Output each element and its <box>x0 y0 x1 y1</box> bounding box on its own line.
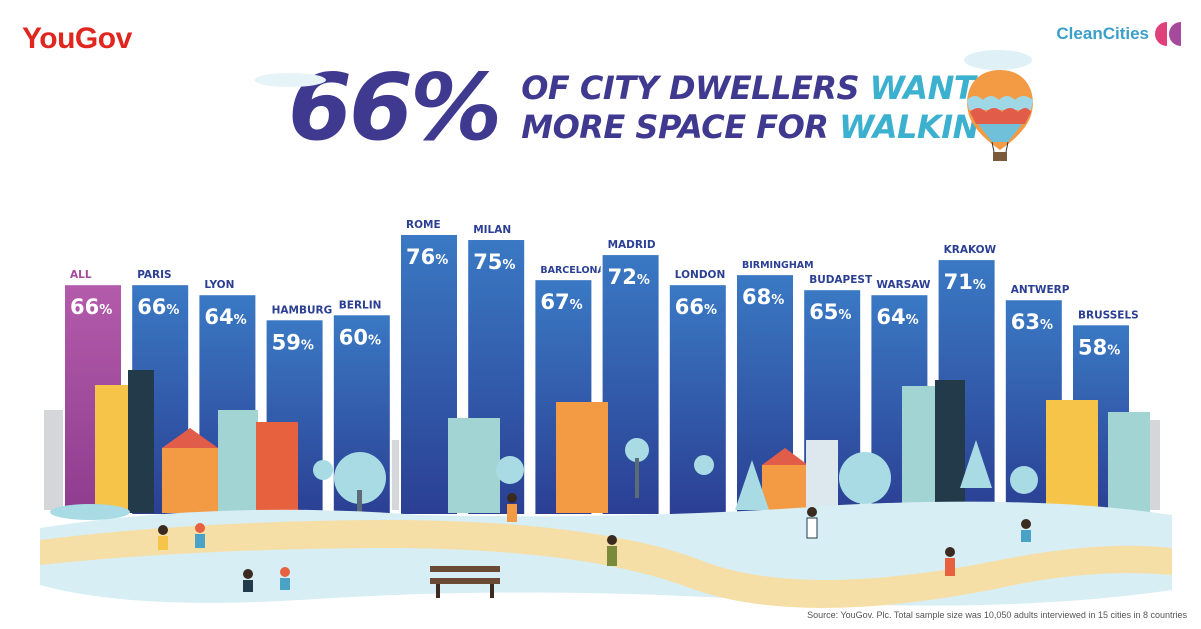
category-label: BARCELONA <box>540 265 605 276</box>
category-label: LONDON <box>675 269 725 281</box>
value-label: 60% <box>339 325 381 349</box>
value-label: 75% <box>473 250 515 274</box>
category-label: MADRID <box>608 239 656 251</box>
source-note: Source: YouGov. Plc. Total sample size w… <box>807 610 1187 620</box>
park-bench-icon <box>430 566 500 598</box>
value-label: 63% <box>1011 310 1053 334</box>
hot-air-balloon-icon <box>964 50 1033 161</box>
category-label: KRAKOW <box>944 244 997 256</box>
value-label: 68% <box>742 285 784 309</box>
category-label: PARIS <box>137 269 171 281</box>
category-label: ALL <box>70 269 92 281</box>
headline-percentage: 66% <box>288 54 502 161</box>
value-label: 65% <box>809 300 851 324</box>
bar-london <box>667 283 728 516</box>
bar-madrid <box>600 253 661 516</box>
category-label: BRUSSELS <box>1078 309 1139 321</box>
value-label: 66% <box>675 295 717 319</box>
value-label: 58% <box>1078 335 1120 359</box>
category-label: HAMBURG <box>272 304 333 316</box>
category-label: BIRMINGHAM <box>742 260 814 271</box>
headline-line-2: MORE SPACE FOR WALKING <box>521 108 1005 146</box>
park-ground <box>40 501 1172 608</box>
category-label: ROME <box>406 219 441 231</box>
park-people-icons <box>158 493 1031 592</box>
value-label: 76% <box>406 245 448 269</box>
category-label: WARSAW <box>876 279 931 291</box>
trees <box>313 438 1038 518</box>
category-label: MILAN <box>473 224 511 236</box>
value-label: 64% <box>204 305 246 329</box>
headline: 66% OF CITY DWELLERS WANT MORE SPACE FOR… <box>288 62 1005 154</box>
category-label: ANTWERP <box>1011 284 1070 296</box>
headline-line-1: OF CITY DWELLERS WANT <box>521 68 976 107</box>
value-label: 64% <box>876 305 918 329</box>
value-label: 66% <box>137 295 179 319</box>
yougov-logo: YouGov <box>22 22 132 55</box>
city-buildings <box>95 370 1150 513</box>
value-label: 59% <box>272 330 314 354</box>
cleancities-logo: CleanCities <box>1056 20 1183 48</box>
category-label: BUDAPEST <box>809 274 873 286</box>
category-label: LYON <box>204 279 234 291</box>
category-label: BERLIN <box>339 299 382 311</box>
value-label: 66% <box>70 295 112 319</box>
value-label: 67% <box>540 290 582 314</box>
value-label: 72% <box>608 265 650 289</box>
value-label: 71% <box>944 270 986 294</box>
cleancities-mark-icon <box>1155 22 1181 46</box>
